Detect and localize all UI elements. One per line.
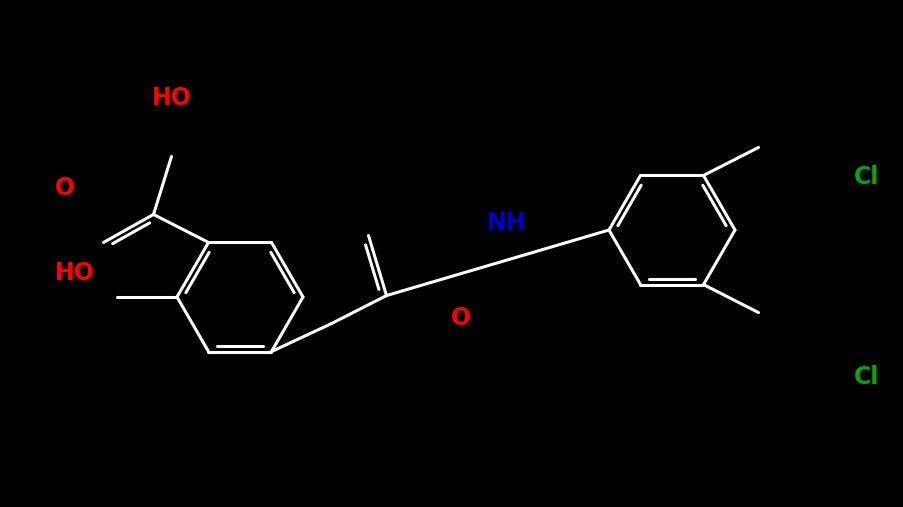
Text: O: O [451, 306, 470, 330]
Text: NH: NH [487, 211, 526, 235]
Text: Cl: Cl [853, 365, 879, 389]
Text: O: O [55, 176, 75, 200]
Text: HO: HO [55, 261, 95, 285]
Text: HO: HO [152, 86, 191, 110]
Text: Cl: Cl [853, 165, 879, 189]
